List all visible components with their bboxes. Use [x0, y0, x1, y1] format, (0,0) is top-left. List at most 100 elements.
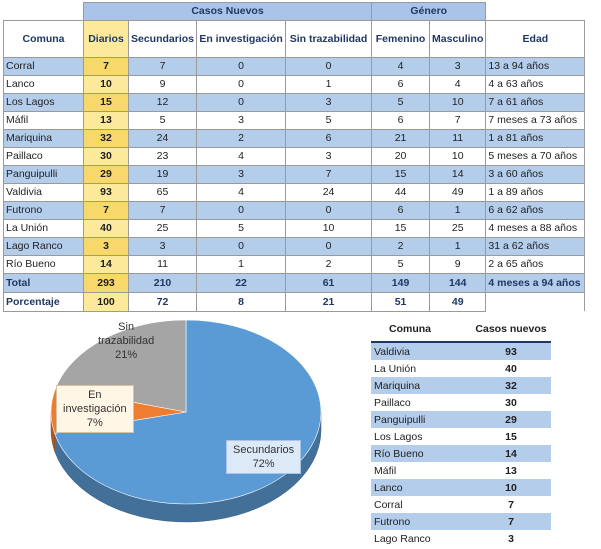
ranking-casos: 40	[505, 362, 517, 375]
diarios-cell: 93	[83, 182, 129, 202]
ranking-row: Futrono 7	[371, 513, 551, 530]
table-row: Valdivia 93 65 4 24 44 49 1 a 89 años	[3, 182, 586, 202]
edad-cell: 2 a 65 años	[485, 254, 586, 274]
label-en-investigacion-line1: En	[88, 389, 102, 401]
ranking-casos: 30	[505, 396, 517, 409]
ranking-comuna: Valdivia	[371, 341, 471, 360]
ranking-comuna: Paillaco	[374, 396, 411, 409]
secundarios-cell: 24	[127, 128, 198, 148]
total-edad: 4 meses a 94 años	[485, 272, 586, 293]
masculino-cell: 9	[429, 254, 487, 274]
femenino-cell: 44	[371, 182, 431, 202]
edad-cell: 7 meses a 73 años	[485, 110, 586, 130]
col-header-edad: Edad	[485, 19, 586, 58]
ranking-row: Panguipulli 29	[371, 411, 551, 428]
diarios-cell: 14	[83, 254, 129, 274]
col-header-diarios: Diarios	[83, 19, 129, 58]
comuna-cell: Río Bueno	[3, 254, 84, 274]
edad-cell: 1 a 89 años	[485, 182, 586, 202]
investigacion-cell: 4	[196, 146, 287, 166]
ranking-casos: 93	[471, 341, 551, 360]
sin-trazabilidad-cell: 10	[285, 218, 373, 238]
label-en-investigacion-line2: investigación	[63, 403, 127, 415]
comuna-cell: Panguipulli	[3, 164, 84, 184]
sin-trazabilidad-cell: 3	[285, 146, 373, 166]
total-secundarios: 210	[127, 272, 198, 293]
col-header-masculino: Masculino	[429, 19, 487, 58]
sin-trazabilidad-cell: 1	[285, 74, 373, 94]
masculino-cell: 49	[429, 182, 487, 202]
ranking-casos: 15	[505, 430, 517, 443]
secundarios-cell: 7	[127, 200, 198, 220]
table-row: Lago Ranco 3 3 0 0 2 1 31 a 62 años	[3, 236, 586, 256]
secundarios-cell: 12	[127, 92, 198, 112]
ranking-row: La Unión 40	[371, 360, 551, 377]
femenino-cell: 4	[371, 56, 431, 76]
masculino-cell: 14	[429, 164, 487, 184]
ranking-comuna: Panguipulli	[371, 411, 471, 428]
ranking-casos: 32	[471, 377, 551, 394]
femenino-cell: 21	[371, 128, 431, 148]
table-row: Río Bueno 14 11 1 2 5 9 2 a 65 años	[3, 254, 586, 274]
table-row: Lanco 10 9 0 1 6 4 4 a 63 años	[3, 74, 586, 94]
ranking-casos: 3	[508, 532, 514, 545]
corner-blank-right	[486, 3, 585, 21]
table-row: Los Lagos 15 12 0 3 5 10 7 a 61 años	[3, 92, 586, 112]
group-header-genero: Género	[371, 2, 487, 21]
comuna-cell: La Unión	[3, 218, 84, 238]
porcentaje-edad-empty	[485, 292, 586, 311]
edad-cell: 13 a 94 años	[485, 56, 586, 76]
ranking-row: Lago Ranco 3	[371, 530, 551, 547]
ranking-comuna: Lago Ranco	[374, 532, 431, 545]
secundarios-cell: 11	[127, 254, 198, 274]
corner-blank	[4, 3, 84, 21]
femenino-cell: 15	[371, 164, 431, 184]
femenino-cell: 20	[371, 146, 431, 166]
sin-trazabilidad-cell: 5	[285, 110, 373, 130]
diarios-cell: 30	[83, 146, 129, 166]
porcentaje-label: Porcentaje	[3, 291, 84, 312]
masculino-cell: 1	[429, 236, 487, 256]
diarios-cell: 15	[83, 92, 129, 112]
col-header-sin-trazabilidad: Sin trazabilidad	[285, 19, 373, 58]
masculino-cell: 25	[429, 218, 487, 238]
investigacion-cell: 0	[196, 200, 287, 220]
table-row: Máfil 13 5 3 5 6 7 7 meses a 73 años	[3, 110, 586, 130]
label-sin-trazabilidad-line2: trazabilidad	[98, 335, 155, 347]
col-header-secundarios: Secundarios	[127, 19, 198, 58]
femenino-cell: 6	[371, 200, 431, 220]
secundarios-cell: 23	[127, 146, 198, 166]
investigacion-cell: 4	[196, 182, 287, 202]
porcentaje-diarios: 100	[83, 291, 129, 312]
edad-cell: 5 meses a 70 años	[485, 146, 586, 166]
porcentaje-masculino: 49	[429, 291, 487, 312]
comuna-cell: Mariquina	[3, 128, 84, 148]
ranking-comuna: Futrono	[371, 513, 471, 530]
col-header-femenino: Femenino	[371, 19, 431, 58]
femenino-cell: 6	[371, 110, 431, 130]
comuna-cell: Futrono	[3, 200, 84, 220]
ranking-row: Valdivia 93	[371, 341, 551, 360]
ranking-table: Comuna Casos nuevos Valdivia 93 La Unión 40…	[371, 317, 551, 547]
sin-trazabilidad-cell: 6	[285, 128, 373, 148]
total-sin-trazabilidad: 61	[285, 272, 373, 293]
ranking-comuna: Lanco	[371, 479, 471, 496]
label-sin-trazabilidad-line1: Sin	[118, 321, 135, 333]
ranking-comuna: Río Bueno	[371, 445, 471, 462]
ranking-row: Corral 7	[371, 496, 551, 513]
ranking-row: Máfil 13	[371, 462, 551, 479]
comuna-cell: Máfil	[3, 110, 84, 130]
table-row: Mariquina 32 24 2 6 21 11 1 a 81 años	[3, 128, 586, 148]
label-sin-trazabilidad: Sin trazabilidad 21%	[92, 318, 160, 364]
label-en-investigacion: En investigación 7%	[56, 385, 134, 433]
edad-cell: 7 a 61 años	[485, 92, 586, 112]
edad-cell: 6 a 62 años	[485, 200, 586, 220]
ranking-header-comuna: Comuna	[389, 323, 431, 335]
label-en-investigacion-value: 7%	[86, 417, 103, 429]
diarios-cell: 40	[83, 218, 129, 238]
table-row: Paillaco 30 23 4 3 20 10 5 meses a 70 años	[3, 146, 586, 166]
investigacion-cell: 2	[196, 128, 287, 148]
edad-cell: 3 a 60 años	[485, 164, 586, 184]
ranking-comuna: Máfil	[374, 464, 397, 477]
comuna-cell: Los Lagos	[3, 92, 84, 112]
